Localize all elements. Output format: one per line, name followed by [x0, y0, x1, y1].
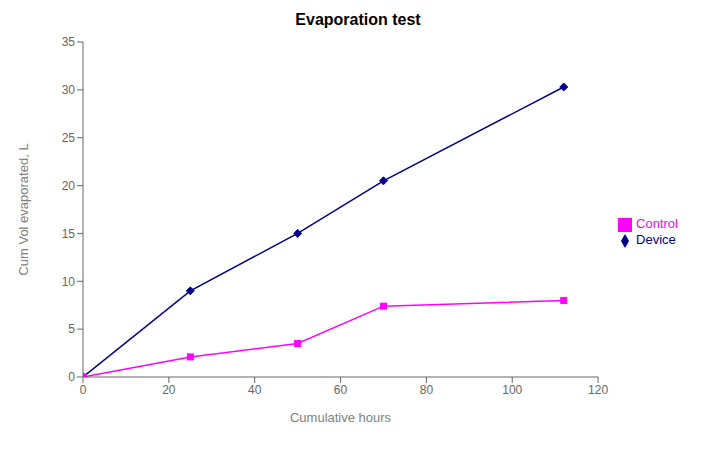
svg-text:80: 80 — [420, 383, 434, 397]
html-text:Evaporation test: Evaporation test — [295, 11, 421, 28]
svg-text:100: 100 — [502, 383, 522, 397]
svg-text:60: 60 — [334, 383, 348, 397]
svg-text:25: 25 — [62, 131, 76, 145]
svg-text:0: 0 — [80, 383, 87, 397]
svg-text:Cumulative hours: Cumulative hours — [290, 410, 392, 425]
svg-text:15: 15 — [62, 227, 76, 241]
svg-text:40: 40 — [248, 383, 262, 397]
svg-text:35: 35 — [62, 35, 76, 49]
svg-text:5: 5 — [68, 322, 75, 336]
svg-text:0: 0 — [68, 370, 75, 384]
svg-text:120: 120 — [588, 383, 608, 397]
svg-text:20: 20 — [162, 383, 176, 397]
svg-text:Cum Vol evaporated, L: Cum Vol evaporated, L — [16, 143, 31, 275]
html-text:Device: Device — [636, 232, 676, 247]
svg-text:30: 30 — [62, 83, 76, 97]
html-text:Control: Control — [636, 216, 678, 232]
svg-text:10: 10 — [62, 275, 76, 289]
svg-text:20: 20 — [62, 179, 76, 193]
